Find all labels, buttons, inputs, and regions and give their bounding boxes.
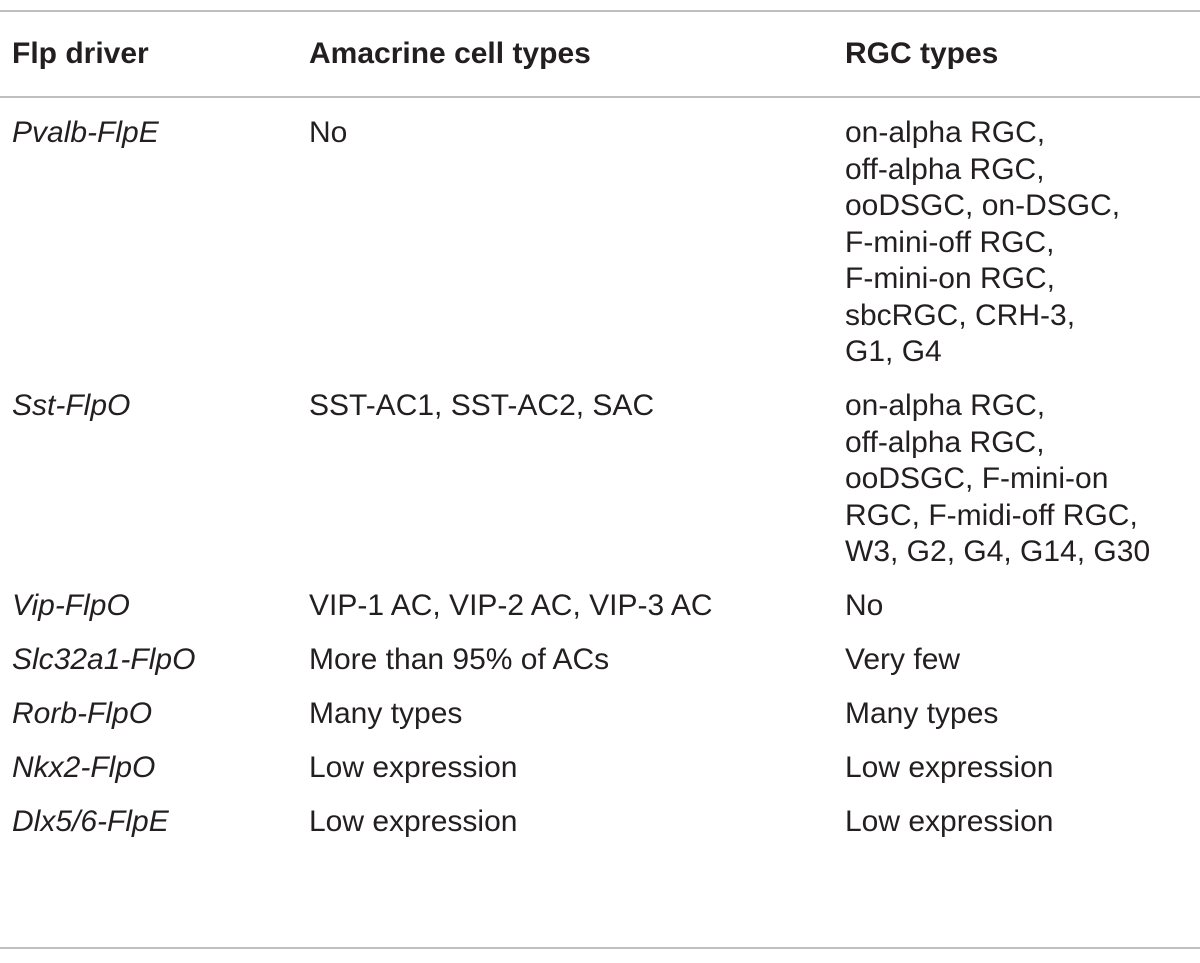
- cell-rgc-types: No: [833, 588, 1200, 642]
- table-body: Pvalb-FlpE No on-alpha RGC, off-alpha RGC, o…: [0, 96, 1200, 858]
- flp-driver-table: Flp driver Amacrine cell types RGC types…: [0, 12, 1200, 858]
- header-amacrine-cell-types: Amacrine cell types: [309, 36, 591, 70]
- table-row: Nkx2-FlpO Low expression Low expression: [0, 750, 1200, 804]
- cell-flp-driver: Rorb-FlpO: [12, 697, 153, 730]
- cell-line: Many types: [845, 697, 999, 730]
- bottom-rule: [0, 947, 1200, 949]
- table-row: Sst-FlpO SST-AC1, SST-AC2, SAC on-alpha RG…: [0, 388, 1200, 588]
- cell-rgc-types: Many types: [833, 696, 1200, 750]
- cell-flp-driver: Slc32a1-FlpO: [12, 643, 196, 676]
- header-rule: [0, 96, 1200, 98]
- cell-rgc-types: Very few: [833, 642, 1200, 696]
- cell-line: Low expression: [845, 805, 1054, 838]
- cell-line: Low expression: [845, 751, 1054, 784]
- cell-line: F-mini-on RGC,: [845, 262, 1056, 295]
- cell-flp-driver: Nkx2-FlpO: [12, 751, 156, 784]
- cell-line: on-alpha RGC,: [845, 116, 1046, 149]
- table-row: Dlx5/6-FlpE Low expression Low expression: [0, 804, 1200, 858]
- cell-line: Low expression: [309, 751, 518, 784]
- cell-amacrine-cell-types: Low expression: [297, 750, 833, 804]
- cell-line: G1, G4: [845, 335, 942, 368]
- cell-flp-driver: Pvalb-FlpE: [12, 116, 159, 149]
- cell-line: W3, G2, G4, G14, G30: [845, 535, 1151, 568]
- cell-line: F-mini-off RGC,: [845, 225, 1055, 259]
- cell-line: Low expression: [309, 805, 518, 838]
- cell-amacrine-cell-types: More than 95% of ACs: [297, 642, 833, 696]
- cell-line: No: [845, 589, 884, 622]
- cell-line: No: [309, 116, 348, 149]
- cell-flp-driver: Dlx5/6-FlpE: [12, 805, 169, 838]
- cell-amacrine-cell-types: VIP-1 AC, VIP-2 AC, VIP-3 AC: [297, 588, 833, 642]
- cell-rgc-types: Low expression: [833, 804, 1200, 858]
- cell-amacrine-cell-types: Low expression: [297, 804, 833, 858]
- cell-line: Many types: [309, 697, 463, 730]
- top-rule: [0, 10, 1200, 12]
- cell-line: on-alpha RGC,: [845, 389, 1046, 422]
- table-row: Slc32a1-FlpO More than 95% of ACs Very few: [0, 642, 1200, 696]
- cell-rgc-types: on-alpha RGC, off-alpha RGC, ooDSGC, on-DS…: [833, 96, 1200, 388]
- cell-rgc-types: Low expression: [833, 750, 1200, 804]
- cell-line: VIP-1 AC, VIP-2 AC, VIP-3 AC: [309, 589, 713, 622]
- cell-flp-driver: Sst-FlpO: [12, 389, 131, 422]
- cell-flp-driver: Vip-FlpO: [12, 589, 130, 622]
- cell-line: sbcRGC, CRH-3,: [845, 298, 1076, 332]
- cell-line: SST-AC1, SST-AC2, SAC: [309, 389, 655, 422]
- cell-amacrine-cell-types: Many types: [297, 696, 833, 750]
- cell-amacrine-cell-types: SST-AC1, SST-AC2, SAC: [297, 388, 833, 588]
- header-flp-driver: Flp driver: [12, 36, 149, 70]
- cell-amacrine-cell-types: No: [297, 96, 833, 388]
- cell-line: ooDSGC, F-mini-on: [845, 462, 1109, 495]
- cell-line: off-alpha RGC,: [845, 425, 1045, 459]
- cell-line: RGC, F-midi-off RGC,: [845, 498, 1138, 532]
- table-row: Vip-FlpO VIP-1 AC, VIP-2 AC, VIP-3 AC No: [0, 588, 1200, 642]
- header-row: Flp driver Amacrine cell types RGC types: [0, 12, 1200, 96]
- table-row: Rorb-FlpO Many types Many types: [0, 696, 1200, 750]
- header-rgc-types: RGC types: [845, 36, 999, 70]
- cell-line: ooDSGC, on-DSGC,: [845, 189, 1121, 222]
- table-row: Pvalb-FlpE No on-alpha RGC, off-alpha RGC, o…: [0, 96, 1200, 388]
- cell-line: Very few: [845, 643, 961, 676]
- cell-line: More than 95% of ACs: [309, 643, 610, 676]
- cell-line: off-alpha RGC,: [845, 152, 1045, 186]
- table-header: Flp driver Amacrine cell types RGC types: [0, 12, 1200, 96]
- cell-rgc-types: on-alpha RGC, off-alpha RGC, ooDSGC, F-min…: [833, 388, 1200, 588]
